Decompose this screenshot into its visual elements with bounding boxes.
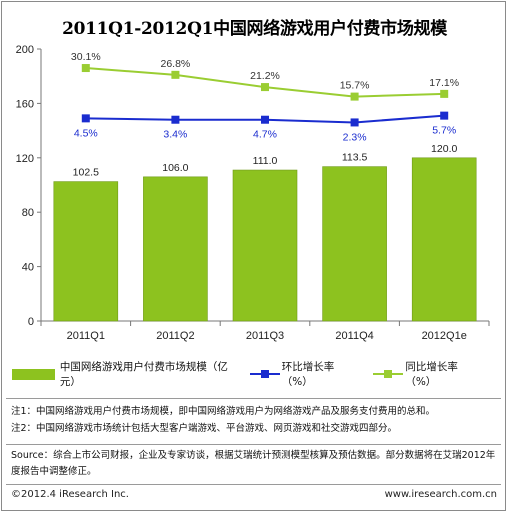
yoy-growth-label: 30.1% — [71, 51, 101, 63]
yoy-growth-label: 15.7% — [340, 80, 370, 92]
bar-value-label: 120.0 — [431, 143, 457, 155]
legend-bar-label: 中国网络游戏用户付费市场规模（亿元） — [59, 361, 228, 388]
mom-growth-point — [171, 115, 180, 124]
note-1: 注1：中国网络游戏用户付费市场规模，即中国网络游戏用户为网络游戏产品及服务支付费… — [11, 406, 436, 417]
x-tick-label: 2011Q4 — [335, 330, 373, 342]
note-2: 注2：中国网络游戏市场统计包括大型客户端游戏、平台游戏、网页游戏和社交游戏四部分… — [11, 423, 398, 434]
bar — [322, 166, 387, 322]
source-text: Source：综合上市公司财报，企业及专家访谈，根据艾瑞统计预测模型核算及预估数… — [11, 450, 496, 477]
legend-mom-label: 环比增长率（%） — [281, 361, 335, 388]
legend-mom-swatch — [249, 369, 280, 380]
y-tick-label: 160 — [16, 98, 34, 110]
legend-yoy-swatch — [373, 369, 404, 380]
mom-growth-label: 4.7% — [253, 129, 277, 141]
copyright: ©2012.4 iResearch Inc. — [11, 489, 129, 500]
yoy-growth-point — [440, 89, 449, 98]
mom-growth-label: 4.5% — [74, 127, 98, 139]
yoy-growth-label: 17.1% — [429, 77, 459, 89]
mom-growth-label: 5.7% — [432, 125, 456, 137]
mom-growth-point — [350, 118, 359, 127]
divider — [6, 444, 501, 445]
yoy-growth-label: 21.2% — [250, 70, 280, 82]
yoy-growth-point — [261, 83, 269, 92]
bar — [232, 169, 298, 322]
mom-growth-label: 3.4% — [163, 129, 187, 141]
mom-growth-point — [81, 114, 90, 123]
bar — [143, 176, 208, 322]
legend-yoy-label: 同比增长率（%） — [405, 361, 458, 388]
y-tick-label: 80 — [22, 207, 34, 219]
yoy-growth-point — [81, 64, 90, 73]
bar-value-label: 111.0 — [253, 155, 278, 167]
legend-bar-swatch — [12, 368, 55, 380]
divider — [6, 398, 501, 399]
x-tick-label: 2011Q1 — [67, 330, 105, 342]
yoy-growth-point — [171, 70, 180, 79]
mom-growth-label: 2.3% — [343, 131, 367, 143]
y-tick-label: 40 — [22, 262, 34, 274]
chart-plot: 0 40 80 120 160 200 2011Q1 2011Q2 2011Q3 2011Q4 20… — [16, 44, 490, 342]
y-tick-label: 0 — [28, 316, 34, 328]
y-tick-label: 120 — [16, 153, 34, 165]
bar — [53, 181, 119, 322]
mom-growth-point — [261, 115, 269, 124]
legend-item-mom: 环比增长率（%） — [249, 359, 360, 389]
bar-value-label: 113.5 — [342, 152, 368, 164]
yoy-growth-label: 26.8% — [161, 58, 191, 70]
yoy-growth-point — [350, 92, 359, 101]
divider — [6, 484, 501, 485]
website-url: www.iresearch.com.cn — [384, 489, 497, 500]
x-tick-label: 2011Q2 — [156, 330, 194, 342]
legend-item-bar: 中国网络游戏用户付费市场规模（亿元） — [12, 359, 236, 389]
legend-item-yoy: 同比增长率（%） — [373, 359, 483, 389]
y-tick-label: 200 — [16, 44, 34, 56]
mom-growth-point — [440, 111, 449, 120]
x-tick-label: 2012Q1e — [422, 330, 467, 342]
bar-value-label: 106.0 — [162, 162, 188, 174]
legend: 中国网络游戏用户付费市场规模（亿元） 环比增长率（%） 同比增长率（%） — [12, 361, 497, 388]
bar — [411, 157, 477, 322]
x-tick-label: 2011Q3 — [246, 330, 284, 342]
bar-value-label: 102.5 — [73, 167, 99, 179]
chart-title: 2011Q1-2012Q1中国网络游戏用户付费市场规模 — [62, 19, 447, 39]
